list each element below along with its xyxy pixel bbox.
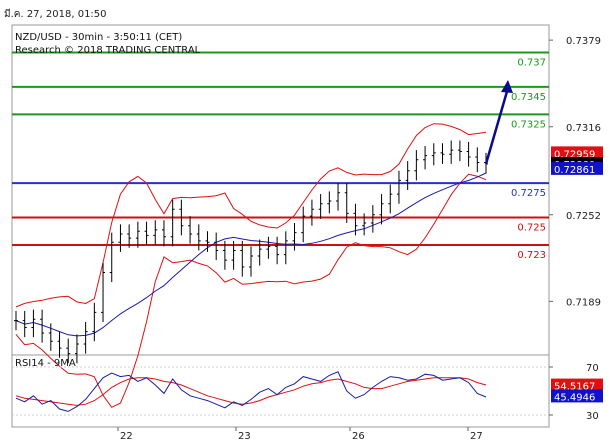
rsi-ma-line [15, 377, 487, 406]
lower-band [15, 173, 487, 408]
level-label: 0.7325 [511, 119, 546, 130]
rsi-value-tag [551, 389, 603, 403]
level-label: 0.737 [517, 58, 546, 69]
x-tick-label: 27 [470, 431, 483, 441]
price-panel-frame [11, 24, 550, 356]
rsi-value-tag-label: 45.4946 [554, 392, 595, 403]
forecast-arrow-head [501, 80, 513, 93]
y-tick-label: 0.7316 [566, 123, 601, 134]
x-tick-label: 22 [120, 431, 133, 441]
price-tag-label: 0.72959 [554, 149, 595, 160]
forecast-arrow [484, 87, 510, 165]
y-tick-label: 0.7252 [566, 211, 601, 222]
rsi-tick-label: 30 [586, 411, 599, 422]
rsi-value-tag [551, 378, 603, 392]
x-tick-label: 26 [352, 431, 365, 441]
upper-band [15, 123, 487, 308]
x-tick-label: 23 [238, 431, 251, 441]
rsi-line [15, 371, 487, 412]
price-tag [551, 161, 603, 175]
chart-subtitle: Research © 2018 TRADING CENTRAL [15, 45, 201, 56]
level-label: 0.725 [517, 223, 546, 234]
level-label: 0.7345 [511, 92, 546, 103]
level-label: 0.7275 [511, 188, 546, 199]
rsi-value-tag-label: 54.5167 [554, 382, 595, 393]
timestamp: มี.ค. 27, 2018, 01:50 [4, 9, 107, 20]
rsi-title: RSI14 - 9MA [15, 358, 76, 369]
chart-title: NZD/USD - 30min - 3:50:11 (CET) [15, 32, 183, 43]
y-tick-label: 0.7189 [566, 297, 601, 308]
y-tick-label: 0.7379 [566, 36, 601, 47]
price-tag [551, 146, 603, 160]
rsi-tick-label: 70 [586, 363, 599, 374]
level-label: 0.723 [517, 250, 546, 261]
price-tag-label: 0.72861 [554, 165, 595, 176]
